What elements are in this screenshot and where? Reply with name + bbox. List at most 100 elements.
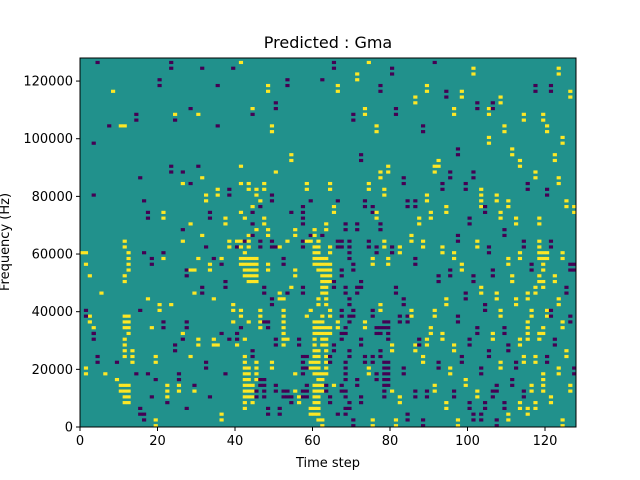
heatmap-cell — [169, 60, 174, 65]
heatmap-cell — [374, 326, 379, 330]
heatmap-cell — [324, 228, 329, 232]
heatmap-cell — [308, 308, 313, 312]
heatmap-cell — [242, 406, 247, 410]
heatmap-cell — [254, 366, 259, 370]
heatmap-cell — [362, 354, 368, 359]
heatmap-cell — [479, 199, 484, 203]
heatmap-cell — [390, 245, 395, 249]
heatmap-cell — [312, 354, 317, 359]
heatmap-cell — [254, 193, 259, 197]
heatmap-cell — [490, 107, 495, 111]
heatmap-cell — [517, 337, 523, 341]
heatmap-cell — [405, 320, 410, 324]
heatmap-cell — [452, 251, 457, 255]
heatmap-cell — [207, 210, 213, 214]
heatmap-cell — [545, 124, 550, 128]
heatmap-cell — [502, 331, 507, 336]
heatmap-cell — [262, 222, 267, 226]
heatmap-cell — [165, 389, 170, 393]
heatmap-cell — [242, 239, 247, 243]
heatmap-cell — [351, 314, 356, 318]
heatmap-cell — [285, 78, 290, 82]
heatmap-cell — [312, 245, 317, 249]
heatmap-cell — [339, 239, 344, 243]
heatmap-cell — [490, 389, 495, 393]
heatmap-cell — [521, 395, 526, 399]
heatmap-cell — [498, 210, 503, 214]
heatmap-cell — [467, 216, 472, 220]
heatmap-cell — [281, 308, 286, 312]
heatmap-cell — [223, 372, 228, 376]
heatmap-cell — [277, 291, 282, 295]
heatmap-cell — [556, 297, 561, 301]
heatmap-cell — [316, 354, 321, 359]
heatmap-cell — [533, 83, 538, 88]
heatmap-cell — [370, 262, 375, 266]
heatmap-cell — [308, 199, 313, 203]
heatmap-cell — [184, 326, 189, 330]
heatmap-cell — [452, 349, 457, 353]
heatmap-cell — [331, 205, 337, 209]
heatmap-cell — [211, 337, 216, 341]
heatmap-cell — [266, 83, 271, 88]
heatmap-cell — [130, 349, 135, 353]
heatmap-cell — [521, 360, 526, 364]
heatmap-cell — [572, 366, 577, 370]
heatmap-cell — [378, 83, 383, 88]
heatmap-cell — [525, 320, 530, 324]
heatmap-cell — [126, 262, 131, 266]
heatmap-cell — [126, 383, 131, 387]
heatmap-cell — [83, 251, 89, 255]
heatmap-cell — [266, 412, 271, 416]
heatmap-cell — [308, 406, 313, 410]
heatmap-cell — [227, 245, 232, 249]
heatmap-cell — [378, 228, 383, 232]
heatmap-cell — [312, 412, 317, 416]
heatmap-cell — [273, 170, 278, 174]
heatmap-cell — [382, 366, 387, 370]
heatmap-cell — [440, 187, 445, 191]
heatmap-cell — [149, 262, 154, 266]
heatmap-cell — [339, 268, 344, 272]
heatmap-cell — [459, 262, 464, 266]
heatmap-cell — [316, 383, 321, 387]
heatmap-cell — [316, 366, 321, 370]
heatmap-cell — [188, 181, 193, 186]
heatmap-cell — [568, 95, 573, 99]
heatmap-cell — [541, 251, 546, 255]
heatmap-cell — [552, 158, 557, 163]
heatmap-cell — [161, 326, 166, 330]
heatmap-cell — [238, 326, 244, 330]
heatmap-cell — [362, 199, 368, 203]
heatmap-cell — [510, 153, 515, 157]
heatmap-cell — [382, 360, 387, 364]
heatmap-cell — [560, 256, 565, 261]
heatmap-cell — [405, 199, 410, 203]
heatmap-cell — [312, 326, 317, 330]
heatmap-cell — [262, 181, 267, 186]
heatmap-cell — [262, 291, 267, 295]
heatmap-cell — [564, 199, 569, 203]
heatmap-cell — [242, 268, 247, 272]
heatmap-cell — [483, 406, 488, 410]
heatmap-cell — [219, 262, 224, 266]
heatmap-cell — [564, 354, 569, 359]
heatmap-cell — [517, 158, 523, 163]
heatmap-cell — [328, 401, 333, 405]
heatmap-cell — [362, 112, 368, 116]
heatmap-cell — [382, 377, 387, 382]
heatmap-cell — [401, 297, 406, 301]
heatmap-cell — [242, 337, 247, 341]
heatmap-cell — [421, 239, 426, 243]
heatmap-cell — [467, 337, 472, 341]
heatmap-cell — [331, 66, 337, 70]
heatmap-cell — [285, 337, 290, 341]
heatmap-cell — [246, 372, 251, 376]
heatmap-cell — [118, 383, 123, 387]
heatmap-cell — [339, 389, 344, 393]
heatmap-cell — [250, 395, 255, 399]
heatmap-cell — [386, 256, 391, 261]
heatmap-cell — [370, 205, 375, 209]
heatmap-cell — [122, 279, 127, 284]
heatmap-cell — [386, 164, 391, 168]
